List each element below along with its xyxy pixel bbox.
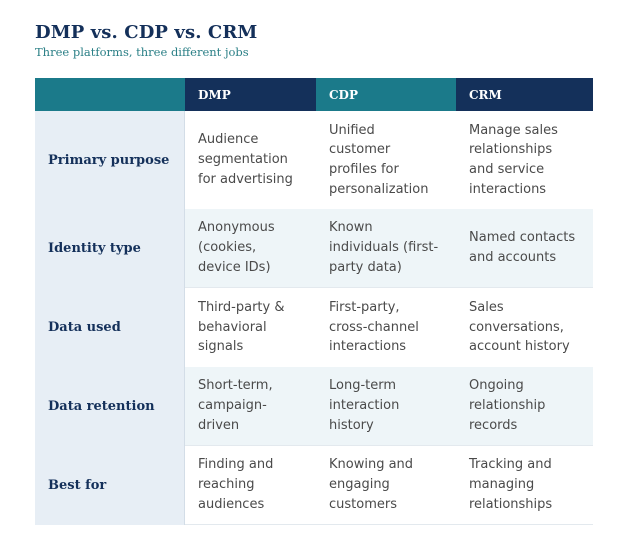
- cell-best-for-cdp: Knowing and engaging customers: [316, 446, 456, 525]
- cell-data-used-dmp: Third-party & behavioral signals: [185, 288, 316, 367]
- cell-data-used-cdp: First-party, cross-channel interactions: [316, 288, 456, 367]
- cell-primary-purpose-crm: Manage sales relationships and service i…: [456, 111, 593, 209]
- comparison-table: DMP CDP CRM Primary purpose Audience seg…: [35, 78, 593, 525]
- page-subtitle: Three platforms, three different jobs: [35, 45, 249, 59]
- header-crm: CRM: [456, 78, 593, 111]
- cell-data-used-crm: Sales conversations, account history: [456, 288, 593, 367]
- header-corner: [35, 78, 185, 111]
- cell-identity-type-cdp: Known individuals (first- party data): [316, 209, 456, 288]
- cell-identity-type-dmp: Anonymous (cookies, device IDs): [185, 209, 316, 288]
- cell-best-for-crm: Tracking and managing relationships: [456, 446, 593, 525]
- cell-primary-purpose-cdp: Unified customer profiles for personaliz…: [316, 111, 456, 209]
- cell-best-for-dmp: Finding and reaching audiences: [185, 446, 316, 525]
- cell-data-retention-crm: Ongoing relationship records: [456, 367, 593, 446]
- cell-identity-type-crm: Named contacts and accounts: [456, 209, 593, 288]
- row-label-data-retention: Data retention: [35, 367, 185, 446]
- cell-data-retention-cdp: Long-term interaction history: [316, 367, 456, 446]
- row-label-best-for: Best for: [35, 446, 185, 525]
- cell-primary-purpose-dmp: Audience segmentation for advertising: [185, 111, 316, 209]
- cell-data-retention-dmp: Short-term, campaign- driven: [185, 367, 316, 446]
- header-dmp: DMP: [185, 78, 316, 111]
- row-label-data-used: Data used: [35, 288, 185, 367]
- row-label-primary-purpose: Primary purpose: [35, 111, 185, 209]
- page-title: DMP vs. CDP vs. CRM: [35, 22, 258, 43]
- row-label-identity-type: Identity type: [35, 209, 185, 288]
- header-cdp: CDP: [316, 78, 456, 111]
